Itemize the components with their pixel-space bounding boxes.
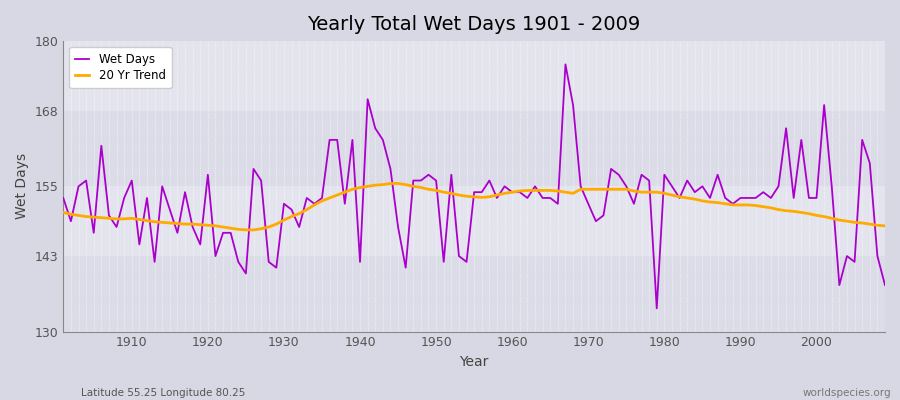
Wet Days	[879, 283, 890, 288]
20 Yr Trend	[119, 216, 130, 221]
Bar	[63, 111, 885, 186]
Legend: Wet Days, 20 Yr Trend: Wet Days, 20 Yr Trend	[69, 47, 172, 88]
Line: 20 Yr Trend: 20 Yr Trend	[63, 184, 885, 230]
X-axis label: Year: Year	[460, 355, 489, 369]
Wet Days	[58, 196, 68, 200]
20 Yr Trend	[339, 190, 350, 194]
20 Yr Trend	[879, 224, 890, 228]
20 Yr Trend	[293, 211, 304, 216]
20 Yr Trend	[522, 188, 533, 193]
Bar	[63, 41, 885, 111]
20 Yr Trend	[613, 187, 624, 192]
Line: Wet Days: Wet Days	[63, 64, 885, 308]
Bar	[63, 256, 885, 332]
20 Yr Trend	[385, 181, 396, 186]
Wet Days	[286, 207, 297, 212]
20 Yr Trend	[58, 210, 68, 215]
Wet Days	[652, 306, 662, 311]
Wet Days	[500, 184, 510, 189]
Wet Days	[507, 190, 517, 194]
Bar	[63, 186, 885, 256]
Wet Days	[606, 166, 616, 171]
20 Yr Trend	[240, 228, 251, 232]
20 Yr Trend	[515, 188, 526, 193]
Title: Yearly Total Wet Days 1901 - 2009: Yearly Total Wet Days 1901 - 2009	[308, 15, 641, 34]
Y-axis label: Wet Days: Wet Days	[15, 153, 29, 220]
Wet Days	[119, 196, 130, 200]
Text: Latitude 55.25 Longitude 80.25: Latitude 55.25 Longitude 80.25	[81, 388, 246, 398]
Text: worldspecies.org: worldspecies.org	[803, 388, 891, 398]
Wet Days	[560, 62, 571, 67]
Wet Days	[332, 138, 343, 142]
